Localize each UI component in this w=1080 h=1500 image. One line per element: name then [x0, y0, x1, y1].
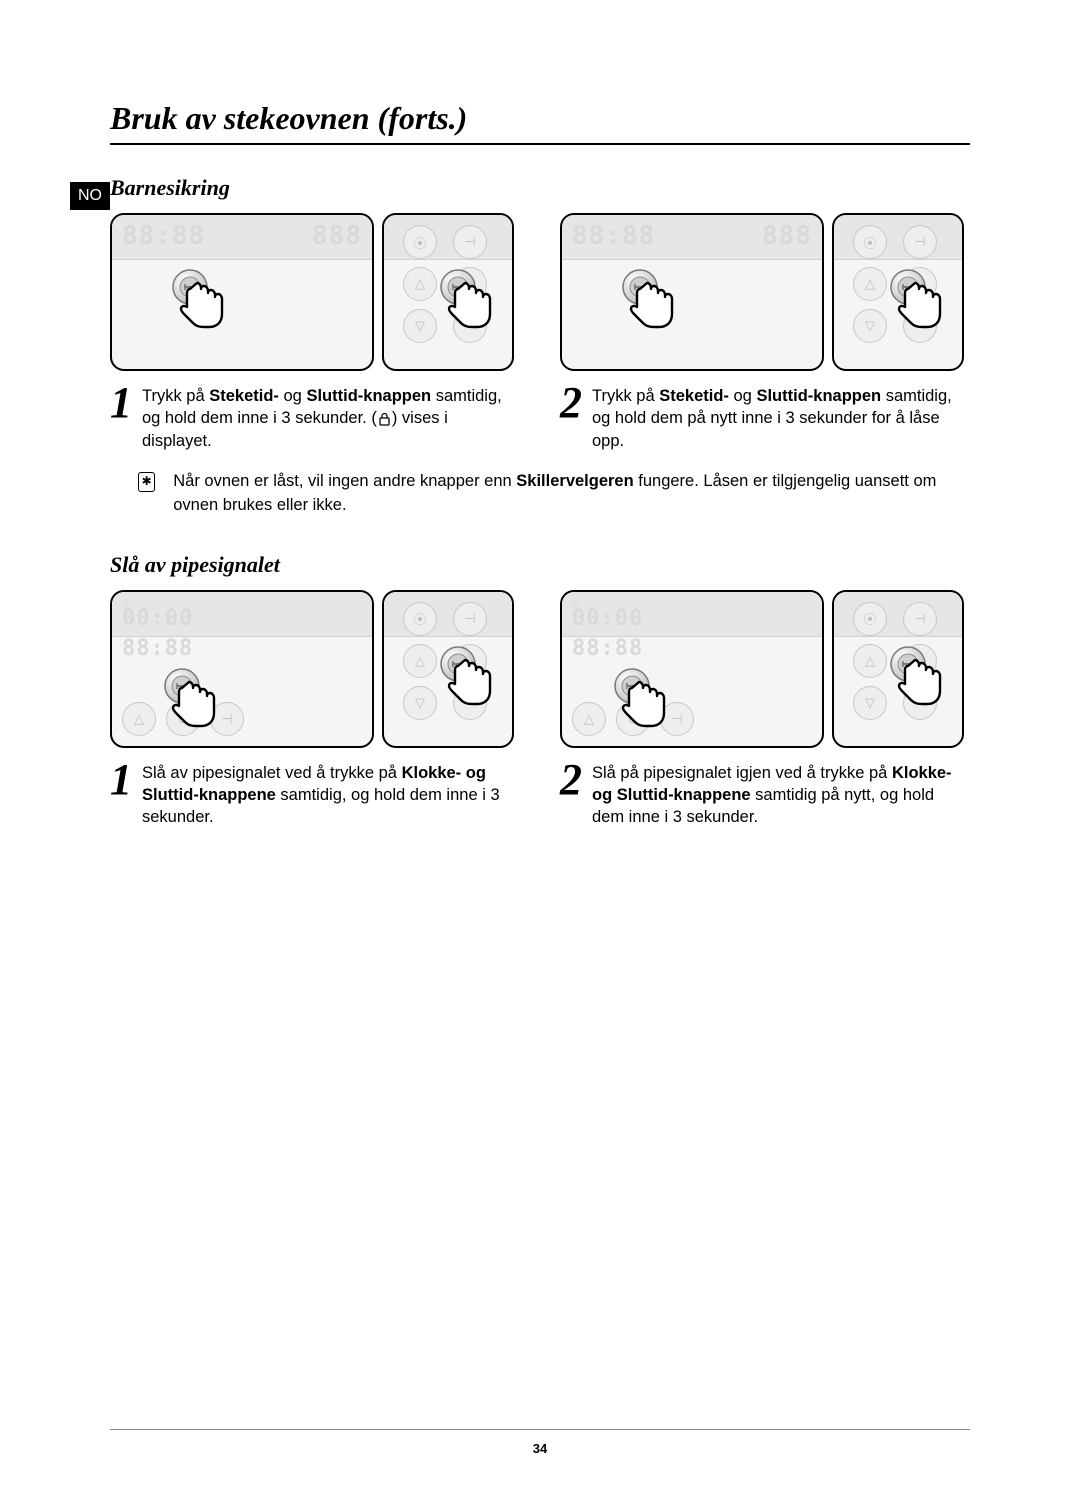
language-tab: NO [70, 182, 110, 210]
t: Slå på pipesignalet igjen ved å trykke p… [592, 764, 892, 782]
display-temp: 888 [762, 221, 812, 251]
ctrl-btn: ⊣ [453, 225, 487, 259]
step-1: 1 Slå av pipesignalet ved å trykke på Kl… [110, 762, 520, 829]
panel-2b: ⦿ ⊣ △ ▽ [832, 213, 964, 371]
panel-group-1: 88:88 888 ⦿ ⊣ △ ▽ [110, 213, 520, 371]
section1-steps: 1 Trykk på Steketid- og Sluttid-knappen … [110, 385, 970, 452]
ctrl-btn: ⊣ [903, 225, 937, 259]
section1-panels: 88:88 888 ⦿ ⊣ △ ▽ [110, 213, 970, 371]
ctrl-btn: ⊣ [453, 602, 487, 636]
step-text: Slå på pipesignalet igjen ved å trykke p… [592, 762, 970, 829]
hand-press-icon [878, 642, 964, 732]
ctrl-btn: △ [122, 702, 156, 736]
t: og [729, 387, 757, 405]
t: Steketid- [209, 387, 279, 405]
display-time2: 88:88 [572, 636, 643, 661]
section1-heading: Barnesikring [110, 175, 970, 201]
t: Skillervelgeren [516, 472, 633, 490]
t: Trykk på [592, 387, 659, 405]
display-time: 00:00 [572, 606, 643, 631]
ctrl-btn: ⦿ [403, 602, 437, 636]
hand-press-icon [602, 664, 687, 748]
t: Sluttid-knappen [756, 387, 881, 405]
footer-rule [110, 1429, 970, 1430]
step-text: Trykk på Steketid- og Sluttid-knappen sa… [142, 385, 520, 452]
panel-group-2: 88:88 888 ⦿ ⊣ △ ▽ [560, 213, 970, 371]
panel-2a: 88:88 888 [560, 213, 824, 371]
t: Steketid- [659, 387, 729, 405]
step-text: Slå av pipesignalet ved å trykke på Klok… [142, 762, 520, 829]
title-rule [110, 143, 970, 145]
t: og [279, 387, 307, 405]
step-number: 1 [110, 762, 132, 797]
t: Når ovnen er låst, vil ingen andre knapp… [173, 472, 516, 490]
display-time: 00:00 [122, 606, 193, 631]
panel-group-4: △ 00:00 88:88 △ ⊕ ⊣ ⦿ ⊣ △ ▽ [560, 590, 970, 748]
section2-steps: 1 Slå av pipesignalet ved å trykke på Kl… [110, 762, 970, 829]
step-number: 2 [560, 762, 582, 797]
note-text: Når ovnen er låst, vil ingen andre knapp… [173, 470, 970, 518]
panel-group-3: △ 00:00 88:88 △ ⊕ ⊣ ⦿ ⊣ △ ▽ [110, 590, 520, 748]
note-icon: ✱ [138, 472, 155, 492]
panel-4b: ⦿ ⊣ △ ▽ [832, 590, 964, 748]
page-number: 34 [0, 1441, 1080, 1456]
display-time: 88:88 [572, 221, 655, 251]
t: Trykk på [142, 387, 209, 405]
step-number: 2 [560, 385, 582, 420]
ctrl-btn: △ [572, 702, 606, 736]
display-time: 88:88 [122, 221, 205, 251]
hand-press-icon [428, 642, 514, 732]
section2-panels: △ 00:00 88:88 △ ⊕ ⊣ ⦿ ⊣ △ ▽ [110, 590, 970, 748]
panel-1b: ⦿ ⊣ △ ▽ [382, 213, 514, 371]
hand-press-icon [160, 265, 250, 355]
t: Slå av pipesignalet ved å trykke på [142, 764, 402, 782]
hand-press-icon [610, 265, 700, 355]
step-2: 2 Trykk på Steketid- og Sluttid-knappen … [560, 385, 970, 452]
panel-3b: ⦿ ⊣ △ ▽ [382, 590, 514, 748]
display-time2: 88:88 [122, 636, 193, 661]
hand-press-icon [152, 664, 237, 748]
section1-note: ✱ Når ovnen er låst, vil ingen andre kna… [138, 470, 970, 518]
manual-page: Bruk av stekeovnen (forts.) NO Barnesikr… [0, 0, 1080, 1500]
step-text: Trykk på Steketid- og Sluttid-knappen sa… [592, 385, 970, 452]
ctrl-btn: ⦿ [853, 225, 887, 259]
panel-3a: △ 00:00 88:88 △ ⊕ ⊣ [110, 590, 374, 748]
display-temp: 888 [312, 221, 362, 251]
t: Sluttid-knappen [306, 387, 431, 405]
panel-1a: 88:88 888 [110, 213, 374, 371]
lock-icon [378, 412, 391, 426]
hand-press-icon [878, 265, 964, 355]
ctrl-btn: ⦿ [403, 225, 437, 259]
panel-4a: △ 00:00 88:88 △ ⊕ ⊣ [560, 590, 824, 748]
page-title: Bruk av stekeovnen (forts.) [110, 100, 970, 137]
ctrl-btn: ⦿ [853, 602, 887, 636]
step-1: 1 Trykk på Steketid- og Sluttid-knappen … [110, 385, 520, 452]
section2-heading: Slå av pipesignalet [110, 552, 970, 578]
hand-press-icon [428, 265, 514, 355]
ctrl-btn: ⊣ [903, 602, 937, 636]
step-2: 2 Slå på pipesignalet igjen ved å trykke… [560, 762, 970, 829]
step-number: 1 [110, 385, 132, 420]
